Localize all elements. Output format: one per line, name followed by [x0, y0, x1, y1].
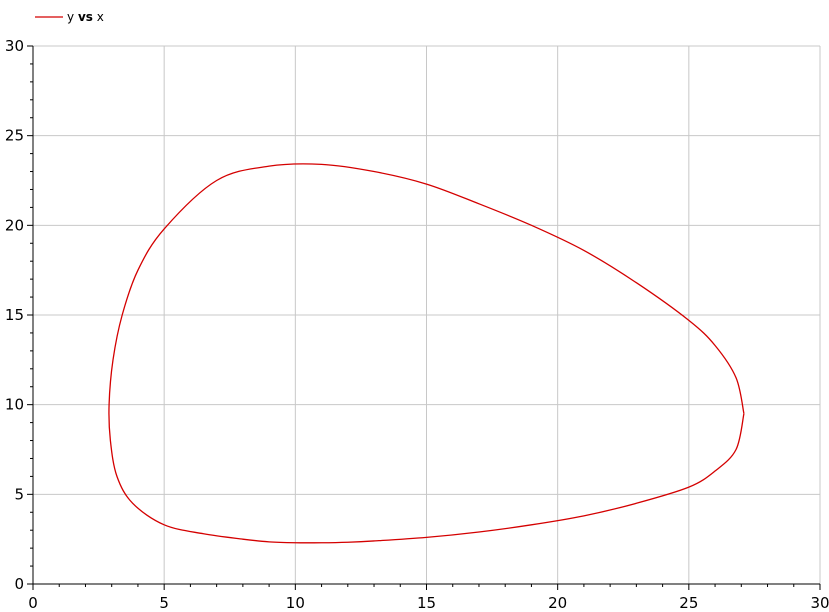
legend: y vs x [35, 10, 104, 24]
x-tick-label: 10 [286, 594, 305, 612]
y-tick-label: 25 [5, 127, 24, 145]
x-tick-label: 20 [548, 594, 567, 612]
y-tick-label: 0 [14, 575, 24, 593]
y-tick-label: 20 [5, 216, 24, 234]
legend-vs: vs [78, 10, 93, 24]
series-line [108, 163, 745, 544]
y-tick-label: 15 [5, 306, 24, 324]
grid [33, 45, 821, 584]
legend-x: x [97, 10, 104, 24]
axes: 0 5 10 15 20 25 30 0 5 10 15 20 25 30 [5, 37, 829, 612]
y-tick-label: 5 [14, 485, 24, 503]
series-layer [108, 163, 745, 544]
y-tick-label: 30 [5, 37, 24, 55]
y-tick-label: 10 [5, 396, 24, 414]
x-tick-label: 25 [679, 594, 698, 612]
x-tick-label: 15 [417, 594, 436, 612]
x-tick-label: 30 [810, 594, 829, 612]
x-tick-label: 5 [159, 594, 169, 612]
x-tick-label: 0 [28, 594, 38, 612]
legend-y: y [67, 10, 74, 24]
legend-label: y vs x [67, 10, 104, 24]
